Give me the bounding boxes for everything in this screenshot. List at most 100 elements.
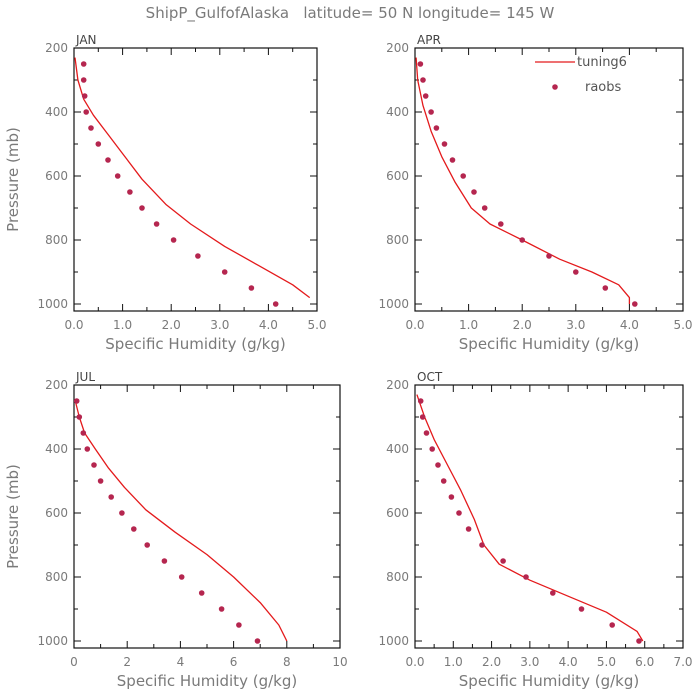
data-point-raobs xyxy=(170,237,177,243)
panel-label: JAN xyxy=(75,33,97,47)
x-tick-label: 0.0 xyxy=(64,318,83,332)
series-line-tuning6 xyxy=(74,57,311,299)
x-tick-label: 2.0 xyxy=(482,655,501,669)
data-point-raobs xyxy=(153,221,160,227)
data-point-raobs xyxy=(448,494,455,500)
data-point-raobs xyxy=(161,558,168,564)
x-tick-label: 2 xyxy=(123,655,131,669)
x-axis-label: Specific Humidity (g/kg) xyxy=(459,672,639,690)
data-point-raobs xyxy=(519,237,525,243)
panel-oct: OCT 200 400 600 800 1000 0.0 1.0 2.0 3.0 4.0 5.0 6.0… xyxy=(378,370,692,690)
data-point-raobs xyxy=(440,478,447,484)
panels: JAN 200 400 600 800 1000 0.0 1.0 2.0 3.0 4.0 5.0 Spe… xyxy=(4,33,693,690)
panel-label: OCT xyxy=(417,370,443,384)
data-point-raobs xyxy=(433,125,440,131)
data-point-raobs xyxy=(573,269,579,275)
data-point-raobs xyxy=(105,157,111,163)
data-point-raobs xyxy=(119,510,125,516)
data-point-raobs xyxy=(272,301,279,307)
x-tick-label: 5.0 xyxy=(307,318,326,332)
x-tick-label: 4 xyxy=(177,655,185,669)
plot-frame xyxy=(414,47,684,312)
data-point-raobs xyxy=(479,542,485,548)
data-point-raobs xyxy=(83,109,89,115)
y-tick-label: 200 xyxy=(45,41,68,55)
data-point-raobs xyxy=(144,542,150,548)
x-tick-label: 3.0 xyxy=(210,318,229,332)
x-tick-label: 0.0 xyxy=(405,655,424,669)
data-point-raobs xyxy=(449,157,456,163)
y-tick-label: 1000 xyxy=(378,634,409,648)
y-tick-label: 600 xyxy=(386,506,409,520)
panel-jan: JAN 200 400 600 800 1000 0.0 1.0 2.0 3.0 4.0 5.0 Spe… xyxy=(4,33,327,353)
data-point-raobs xyxy=(636,638,642,644)
plot-frame xyxy=(73,47,318,312)
x-tick-label: 1.0 xyxy=(113,318,132,332)
panel-label: JUL xyxy=(75,370,95,384)
data-point-raobs xyxy=(423,430,430,436)
data-point-raobs xyxy=(91,462,97,468)
data-point-raobs xyxy=(131,526,137,532)
data-point-raobs xyxy=(422,93,429,99)
data-point-raobs xyxy=(178,574,185,580)
data-point-raobs xyxy=(523,574,529,580)
y-axis-label: Pressure (mb) xyxy=(4,127,22,232)
plot-frame xyxy=(414,384,684,649)
data-point-raobs xyxy=(429,446,436,452)
x-tick-label: 1.0 xyxy=(459,318,478,332)
x-tick-label: 2.0 xyxy=(162,318,181,332)
data-point-raobs xyxy=(417,398,424,404)
figure-title: ShipP_GulfofAlaska latitude= 50 N longit… xyxy=(146,4,555,23)
data-point-raobs xyxy=(498,221,504,227)
data-point-raobs xyxy=(139,205,145,211)
data-point-raobs xyxy=(500,558,506,564)
panel-apr: APR 200 400 600 800 1000 0.0 1.0 2.0 3.0 4.0 5.0 Spe… xyxy=(378,33,692,353)
y-tick-label: 600 xyxy=(386,169,409,183)
y-tick-label: 800 xyxy=(386,570,409,584)
panel-label: APR xyxy=(417,33,441,47)
x-tick-label: 4.0 xyxy=(620,318,639,332)
data-point-raobs xyxy=(435,462,441,468)
y-axis-label: Pressure (mb) xyxy=(4,464,22,569)
data-point-raobs xyxy=(471,189,477,195)
x-tick-label: 6 xyxy=(230,655,238,669)
y-tick-label: 400 xyxy=(45,105,68,119)
x-tick-label: 0.0 xyxy=(405,318,424,332)
data-point-raobs xyxy=(80,430,87,436)
x-tick-label: 3.0 xyxy=(566,318,585,332)
x-tick-label: 7.0 xyxy=(673,655,692,669)
data-point-raobs xyxy=(88,125,94,131)
data-point-raobs xyxy=(428,109,434,115)
data-point-raobs xyxy=(84,446,91,452)
data-point-raobs xyxy=(546,253,552,259)
y-tick-label: 800 xyxy=(386,233,409,247)
series-line-tuning6 xyxy=(74,400,288,642)
legend-dot-marker xyxy=(552,84,558,90)
y-tick-label: 1000 xyxy=(37,297,68,311)
x-axis-label: Specific Humidity (g/kg) xyxy=(117,672,297,690)
data-point-raobs xyxy=(417,61,424,67)
data-point-raobs xyxy=(80,77,87,83)
x-tick-label: 2.0 xyxy=(513,318,532,332)
y-tick-label: 600 xyxy=(45,506,68,520)
data-point-raobs xyxy=(218,606,225,612)
data-point-raobs xyxy=(481,205,488,211)
y-tick-label: 400 xyxy=(386,442,409,456)
data-point-raobs xyxy=(80,61,87,67)
data-point-raobs xyxy=(460,173,467,179)
data-point-raobs xyxy=(602,285,609,291)
y-tick-label: 800 xyxy=(45,570,68,584)
data-point-raobs xyxy=(420,77,426,83)
y-tick-label: 800 xyxy=(45,233,68,247)
data-point-raobs xyxy=(73,398,80,404)
x-tick-label: 8 xyxy=(283,655,291,669)
data-point-raobs xyxy=(198,590,205,596)
data-point-raobs xyxy=(236,622,242,628)
series-line-tuning6 xyxy=(415,57,631,304)
y-tick-label: 400 xyxy=(386,105,409,119)
data-point-raobs xyxy=(465,526,472,532)
legend: tuning6 raobs xyxy=(535,55,627,95)
data-point-raobs xyxy=(248,285,255,291)
